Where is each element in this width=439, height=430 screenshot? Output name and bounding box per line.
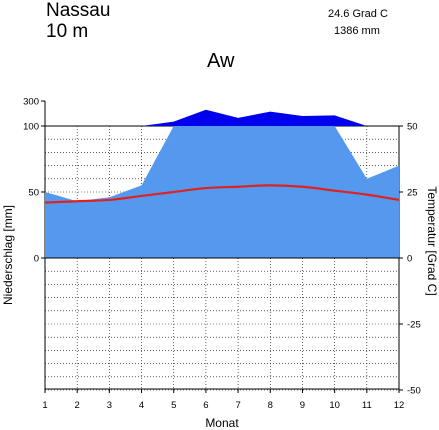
x-tick-label: 4: [139, 400, 144, 411]
climate-classification: Aw: [207, 50, 235, 72]
temperature-line: [44, 184, 400, 204]
station-name: Nassau: [46, 0, 111, 21]
y-axis-label-right: Temperatur [Grad C]: [425, 186, 439, 295]
left-tick-label: 50: [28, 188, 39, 199]
annual-precipitation: 1386 mm: [334, 25, 380, 37]
right-tick-label: -50: [407, 386, 421, 397]
x-tick-label: 11: [362, 400, 372, 411]
precipitation-area: [45, 126, 399, 258]
right-tick-label: 25: [407, 188, 418, 199]
left-tick-label: 0: [34, 254, 39, 265]
left-tick-label: 300: [23, 97, 39, 108]
x-tick-label: 5: [171, 400, 176, 411]
precipitation-series: [45, 109, 399, 258]
x-tick-label: 2: [75, 400, 80, 411]
y-axis-label-left: Niederschlag [mm]: [1, 205, 15, 305]
station-elevation: 10 m: [46, 21, 89, 42]
x-tick-label: 1: [42, 400, 47, 411]
x-tick-label: 9: [300, 400, 305, 411]
temperature-series: [44, 184, 400, 204]
precipitation-excess-area: [45, 109, 399, 126]
left-tick-label: 100: [23, 122, 39, 133]
x-tick-label: 8: [268, 400, 273, 411]
annual-temperature: 24.6 Grad C: [328, 8, 388, 20]
right-tick-label: -25: [407, 320, 421, 331]
x-tick-label: 3: [107, 400, 112, 411]
x-tick-label: 6: [203, 400, 208, 411]
right-tick-label: 50: [407, 122, 418, 133]
x-tick-label: 12: [394, 400, 405, 411]
x-axis-label: Monat: [205, 416, 239, 430]
x-tick-label: 7: [235, 400, 240, 411]
right-tick-label: 0: [407, 254, 412, 265]
x-tick-label: 10: [329, 400, 340, 411]
